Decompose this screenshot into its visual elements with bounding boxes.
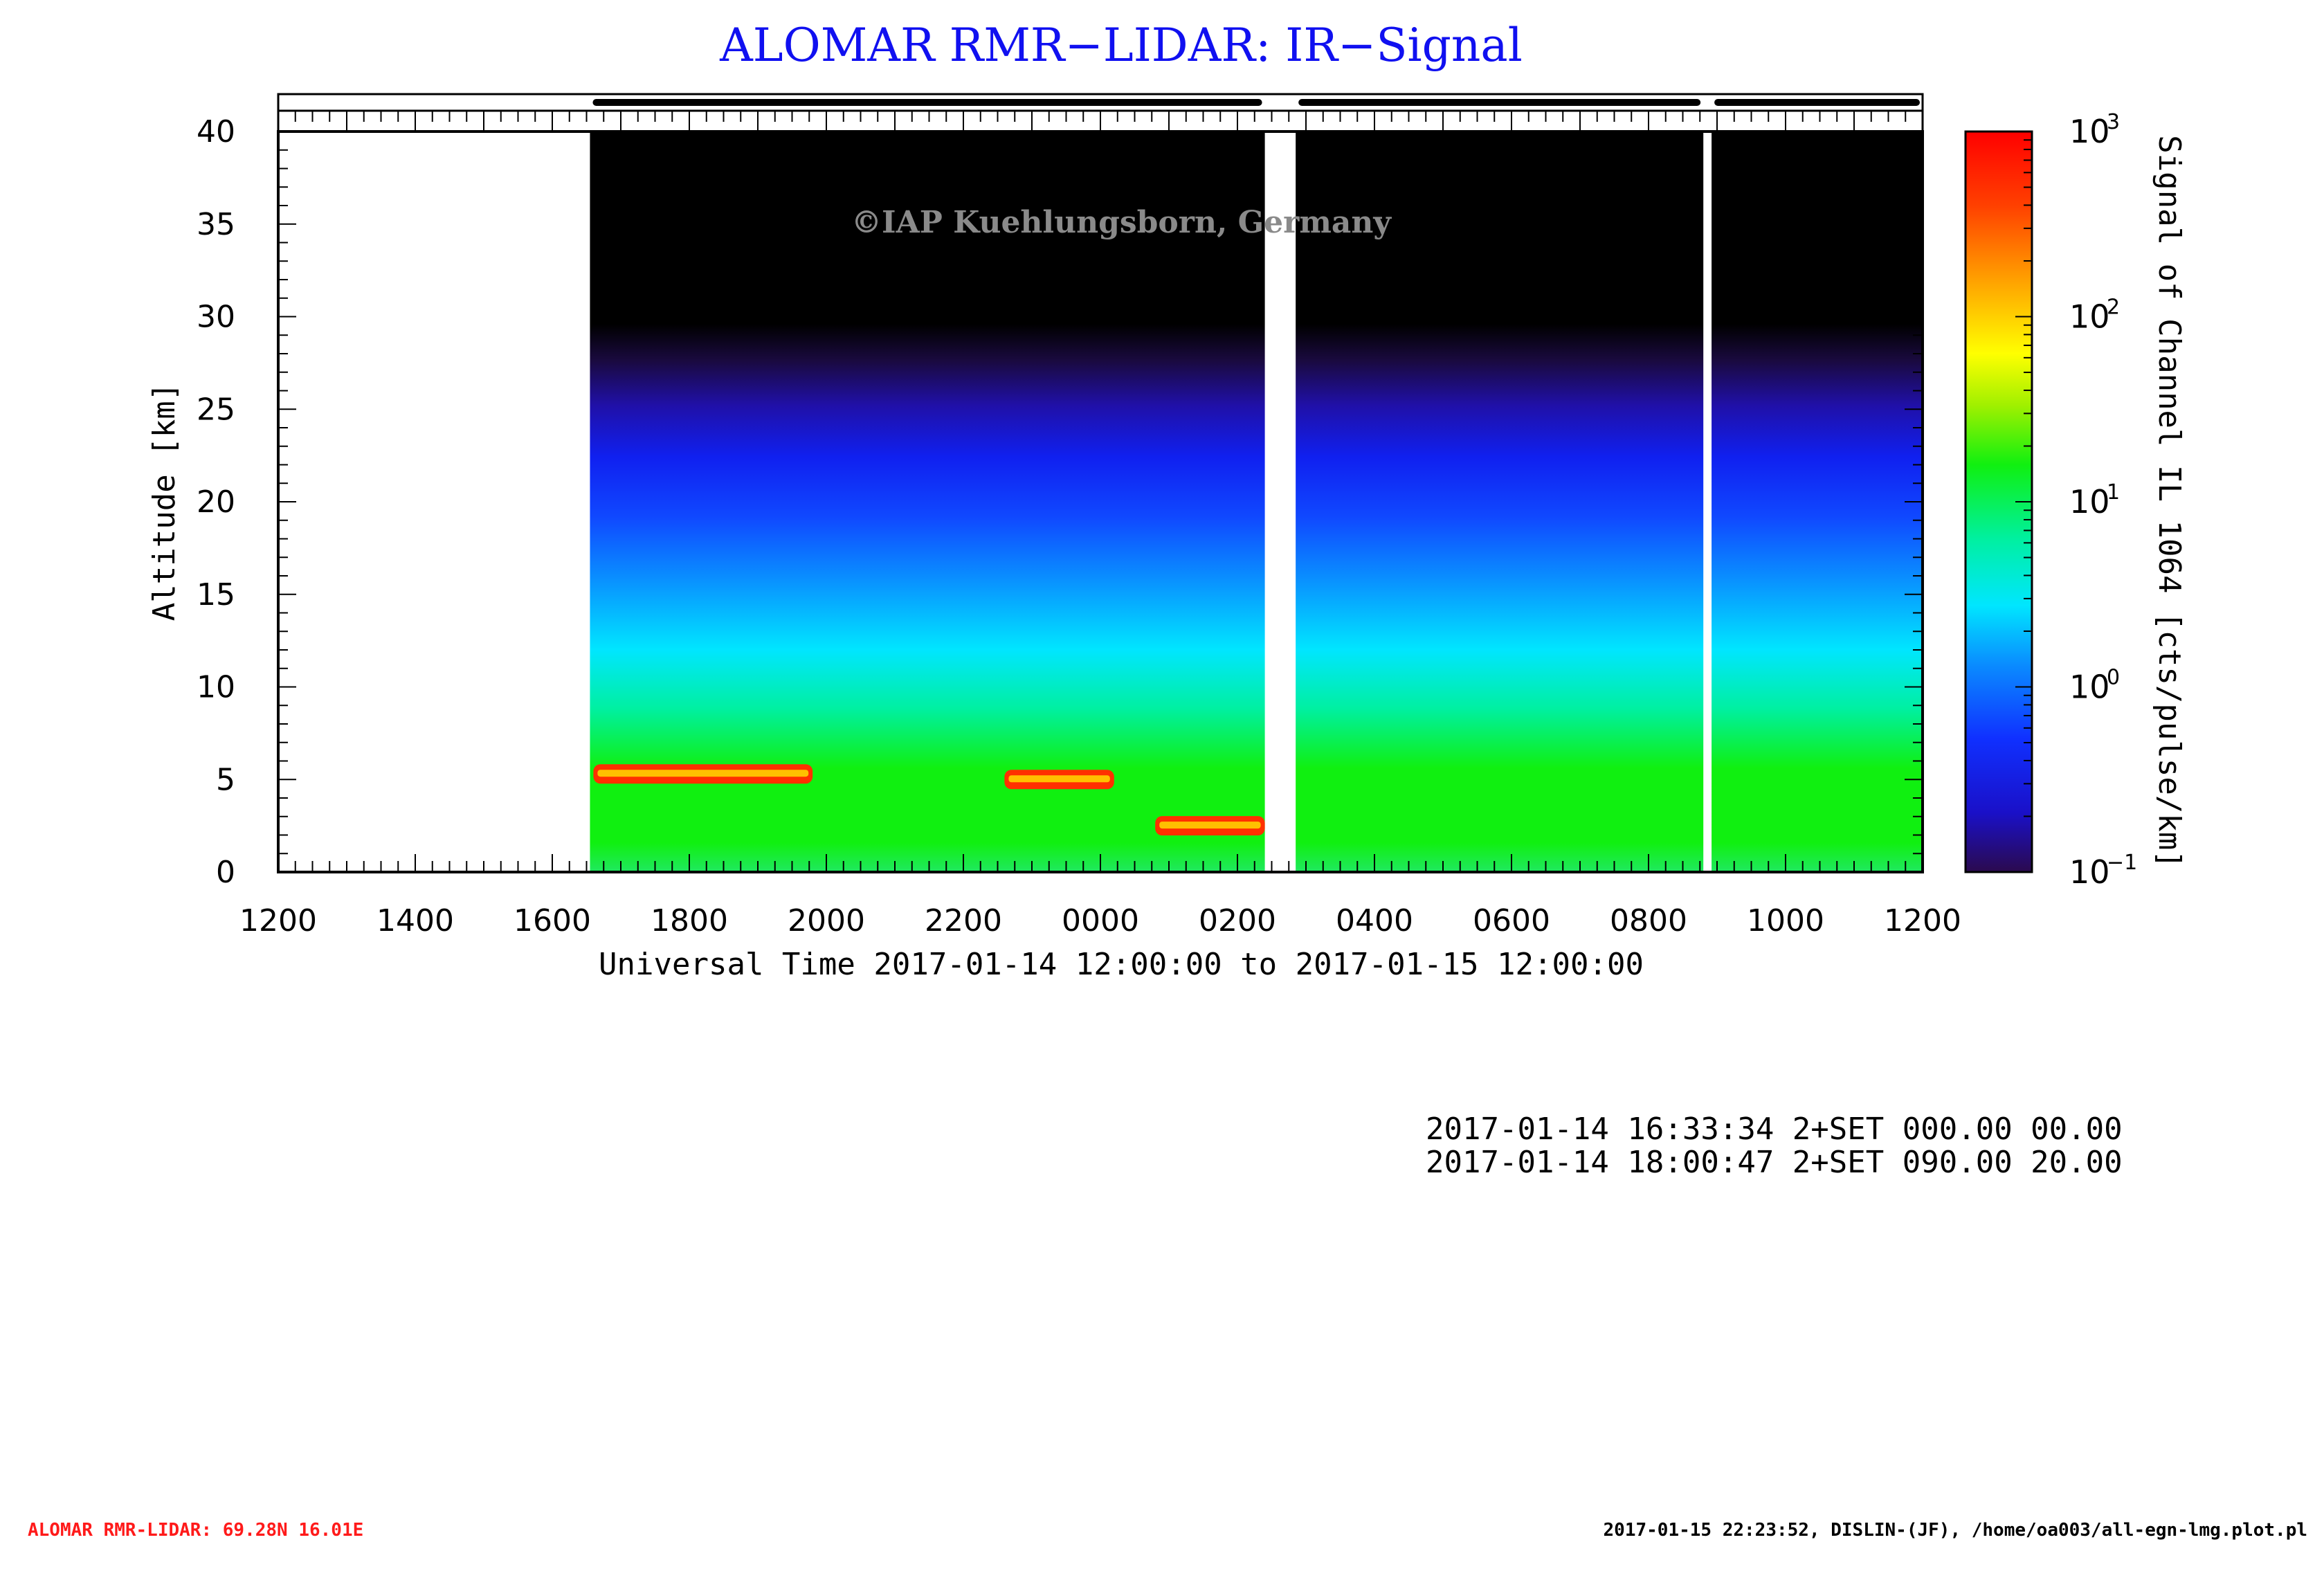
x-tick-label: 0800 xyxy=(1610,903,1687,938)
colorbar-tick-exponent: 3 xyxy=(2107,110,2120,134)
cloud-layer-core-2 xyxy=(1008,775,1110,783)
colorbar-tick-label: 10 xyxy=(2069,113,2110,150)
copyright-watermark: ©IAP Kuehlungsborn, Germany xyxy=(851,205,1392,240)
footer-plot-info: 2017-01-15 22:23:52, DISLIN-(JF), /home/… xyxy=(1603,1520,2307,1541)
colorbar-tick-label: 10 xyxy=(2069,483,2110,520)
measurement-timeline xyxy=(277,93,1924,133)
x-tick-label: 1800 xyxy=(651,903,728,938)
info-line-2: 2017-01-14 18:00:47 2+SET 090.00 20.00 xyxy=(1426,1145,2123,1180)
plot-area xyxy=(277,130,1924,873)
x-tick-label: 1000 xyxy=(1747,903,1824,938)
y-tick-label: 25 xyxy=(197,392,235,427)
colorbar-tick-exponent: 0 xyxy=(2107,666,2120,690)
colorbar-tick-exponent: −1 xyxy=(2107,851,2137,875)
y-tick-label: 10 xyxy=(197,670,235,705)
cloud-layer-core-1 xyxy=(597,770,809,777)
colorbar-tick-label: 10 xyxy=(2069,669,2110,706)
y-tick-label: 5 xyxy=(216,762,235,797)
timeline-segment-2 xyxy=(1298,99,1701,106)
chart-title: ALOMAR RMR−LIDAR: IR−Signal xyxy=(719,19,1523,72)
colorbar-tick-label: 10 xyxy=(2069,298,2110,336)
x-tick-label: 1200 xyxy=(1884,903,1961,938)
y-axis-label: Altitude [km] xyxy=(147,383,182,621)
x-tick-label: 0200 xyxy=(1199,903,1276,938)
x-tick-label: 0600 xyxy=(1473,903,1550,938)
measurement-block-2 xyxy=(1296,131,1704,872)
y-tick-label: 15 xyxy=(197,577,235,613)
colorbar-label: Signal of Channel IL 1064 [cts/pulse/km] xyxy=(2152,135,2187,869)
cloud-layer-core-3 xyxy=(1159,822,1261,829)
measurement-block-1 xyxy=(590,131,1265,872)
y-tick-label: 0 xyxy=(216,855,235,890)
heatmap xyxy=(590,131,1923,872)
y-tick-label: 35 xyxy=(197,207,235,242)
info-line-1: 2017-01-14 16:33:34 2+SET 000.00 00.00 xyxy=(1426,1112,2123,1147)
colorbar-tick-label: 10 xyxy=(2069,853,2110,891)
colorbar-tick-exponent: 1 xyxy=(2107,480,2120,505)
x-tick-label: 1200 xyxy=(239,903,317,938)
y-tick-label: 40 xyxy=(197,114,235,149)
x-axis: 1200 1400 1600 1800 2000 2200 0000 0200 0400 0600… xyxy=(239,854,1961,938)
x-tick-label: 1400 xyxy=(376,903,454,938)
footer-station: ALOMAR RMR-LIDAR: 69.28N 16.01E xyxy=(28,1520,364,1541)
y-axis: 0 5 10 15 20 25 30 35 40 xyxy=(197,114,1923,890)
colorbar-tick-exponent: 2 xyxy=(2107,296,2120,320)
x-tick-label: 2000 xyxy=(788,903,865,938)
x-tick-label: 0400 xyxy=(1336,903,1413,938)
y-tick-label: 30 xyxy=(197,300,235,335)
x-tick-label: 1600 xyxy=(514,903,591,938)
timeline-segment-3 xyxy=(1714,99,1920,106)
x-tick-label: 0000 xyxy=(1062,903,1139,938)
measurement-block-3 xyxy=(1712,131,1923,872)
x-axis-label: Universal Time 2017-01-14 12:00:00 to 20… xyxy=(599,947,1644,982)
timeline-segment-1 xyxy=(592,99,1262,106)
x-tick-label: 2200 xyxy=(925,903,1002,938)
y-tick-label: 20 xyxy=(197,484,235,520)
